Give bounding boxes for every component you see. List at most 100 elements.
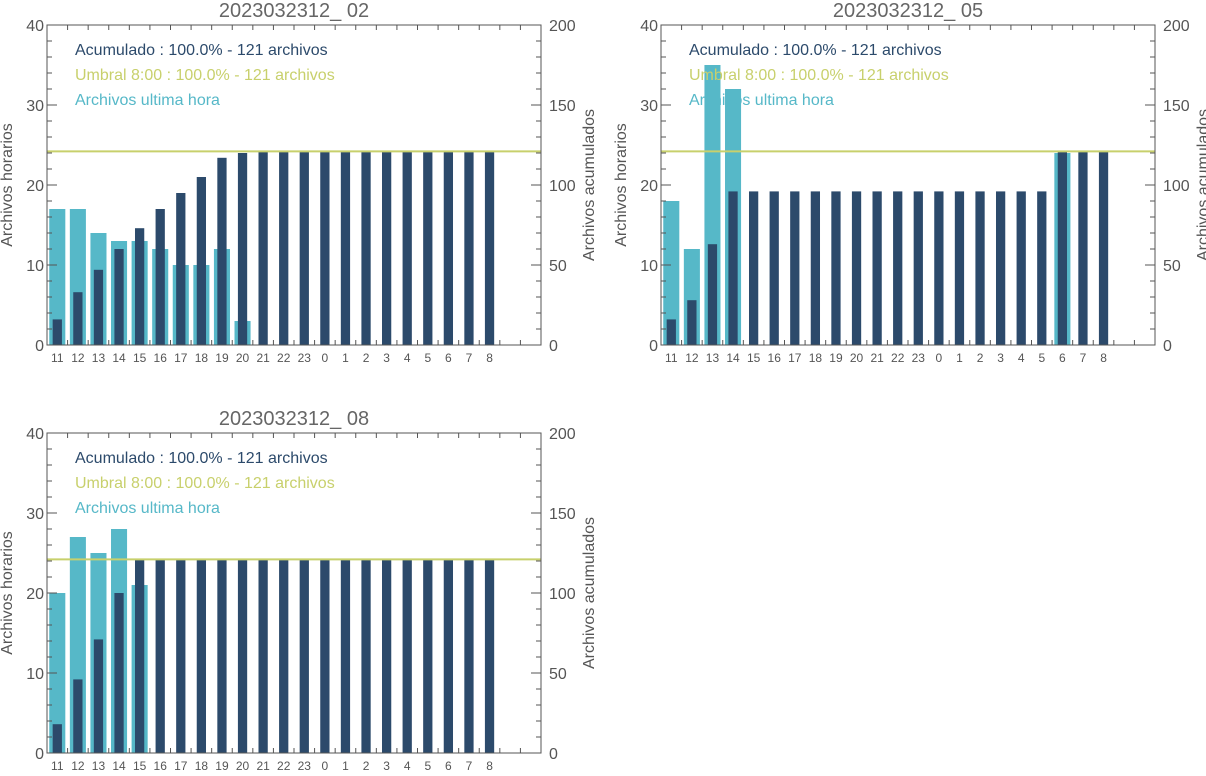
y-tick-label: 40 xyxy=(26,18,44,35)
cumulative-bar xyxy=(361,151,371,345)
x-tick-label: 6 xyxy=(445,759,452,771)
legend-entry-hourly: Archivos ultima hora xyxy=(689,92,834,109)
y-tick-label: 0 xyxy=(649,338,658,355)
x-tick-label: 7 xyxy=(466,759,473,771)
x-tick-label: 1 xyxy=(342,351,349,365)
x-tick-label: 3 xyxy=(383,759,390,771)
cumulative-bar xyxy=(196,177,207,345)
cumulative-bar xyxy=(114,249,124,345)
chart-title: 2023032312_ 05 xyxy=(833,0,983,22)
cumulative-bar xyxy=(196,559,207,753)
x-tick-label: 23 xyxy=(912,351,926,365)
x-tick-label: 0 xyxy=(322,759,329,771)
legend-entry-threshold: Umbral 8:00 : 100.0% - 121 archivos xyxy=(689,67,949,84)
x-tick-label: 3 xyxy=(383,351,390,365)
cumulative-bar xyxy=(975,191,985,345)
cumulative-bar xyxy=(279,559,289,753)
cumulative-bar xyxy=(340,151,351,345)
hourly-bar xyxy=(49,209,66,345)
cumulative-bar xyxy=(872,191,882,345)
y2-tick-label: 100 xyxy=(549,586,576,603)
x-tick-label: 14 xyxy=(112,759,126,771)
cumulative-bar xyxy=(134,228,145,345)
y-tick-label: 40 xyxy=(640,18,658,35)
legend-entry-cumulative: Acumulado : 100.0% - 121 archivos xyxy=(75,450,328,467)
x-tick-label: 19 xyxy=(215,759,229,771)
x-tick-label: 8 xyxy=(486,351,493,365)
cumulative-bar xyxy=(93,269,104,345)
y2-tick-label: 200 xyxy=(1163,18,1190,35)
x-tick-label: 11 xyxy=(665,351,678,365)
x-tick-label: 15 xyxy=(133,351,147,365)
x-tick-label: 5 xyxy=(1038,351,1045,365)
cumulative-bar xyxy=(484,151,495,345)
cumulative-bar xyxy=(1057,151,1068,345)
x-tick-label: 19 xyxy=(215,351,229,365)
y-tick-label: 30 xyxy=(26,506,44,523)
cumulative-bar xyxy=(381,151,392,345)
y-axis-label: Archivos horarios xyxy=(613,123,630,247)
legend-entry-cumulative: Acumulado : 100.0% - 121 archivos xyxy=(75,42,328,59)
cumulative-bar xyxy=(402,151,412,345)
y-tick-label: 10 xyxy=(26,666,44,683)
y2-axis-label: Archivos acumulados xyxy=(581,517,598,669)
cumulative-bar xyxy=(134,559,145,753)
x-tick-label: 5 xyxy=(424,759,431,771)
x-tick-label: 8 xyxy=(486,759,493,771)
y2-tick-label: 100 xyxy=(549,178,576,195)
x-tick-label: 14 xyxy=(112,351,126,365)
x-tick-label: 6 xyxy=(445,351,452,365)
x-tick-label: 2 xyxy=(363,759,370,771)
x-tick-label: 18 xyxy=(809,351,823,365)
x-tick-label: 16 xyxy=(154,759,168,771)
x-tick-label: 4 xyxy=(404,351,411,365)
cumulative-bar xyxy=(893,191,903,345)
cumulative-bar xyxy=(484,559,495,753)
y-axis-label: Archivos horarios xyxy=(0,123,16,247)
cumulative-bar xyxy=(934,191,944,345)
cumulative-bar xyxy=(748,191,759,345)
y2-tick-label: 0 xyxy=(549,746,558,763)
y2-tick-label: 0 xyxy=(1163,338,1172,355)
cumulative-bar xyxy=(361,559,371,753)
x-tick-label: 22 xyxy=(891,351,905,365)
cumulative-bar xyxy=(381,559,392,753)
y-tick-label: 20 xyxy=(26,178,44,195)
x-tick-label: 20 xyxy=(236,351,250,365)
cumulative-bar xyxy=(1078,151,1088,345)
x-tick-label: 23 xyxy=(298,759,312,771)
x-tick-label: 7 xyxy=(1080,351,1087,365)
y-tick-label: 30 xyxy=(640,98,658,115)
cumulative-bar xyxy=(237,153,248,345)
chart-title: 2023032312_ 02 xyxy=(219,0,369,22)
x-tick-label: 12 xyxy=(685,351,699,365)
cumulative-bar xyxy=(299,151,309,345)
cumulative-bar xyxy=(237,559,248,753)
cumulative-bar xyxy=(666,319,676,345)
cumulative-bar xyxy=(299,559,309,753)
x-tick-label: 23 xyxy=(298,351,312,365)
x-tick-label: 8 xyxy=(1100,351,1107,365)
x-tick-label: 18 xyxy=(195,759,209,771)
cumulative-bar xyxy=(114,593,124,753)
x-tick-label: 17 xyxy=(788,351,802,365)
x-tick-label: 1 xyxy=(956,351,963,365)
cumulative-bar xyxy=(443,559,454,753)
cumulative-bar xyxy=(790,191,800,345)
cumulative-bar xyxy=(73,292,83,345)
y2-tick-label: 50 xyxy=(549,258,567,275)
x-tick-label: 0 xyxy=(936,351,943,365)
x-tick-label: 4 xyxy=(404,759,411,771)
x-tick-label: 21 xyxy=(256,759,270,771)
x-tick-label: 22 xyxy=(277,759,291,771)
x-tick-label: 3 xyxy=(997,351,1004,365)
cumulative-bar xyxy=(1037,191,1047,345)
x-tick-label: 20 xyxy=(236,759,250,771)
y2-tick-label: 50 xyxy=(549,666,567,683)
legend-entry-threshold: Umbral 8:00 : 100.0% - 121 archivos xyxy=(75,475,335,492)
cumulative-bar xyxy=(995,191,1006,345)
cumulative-bar xyxy=(954,191,965,345)
cumulative-bar xyxy=(340,559,351,753)
